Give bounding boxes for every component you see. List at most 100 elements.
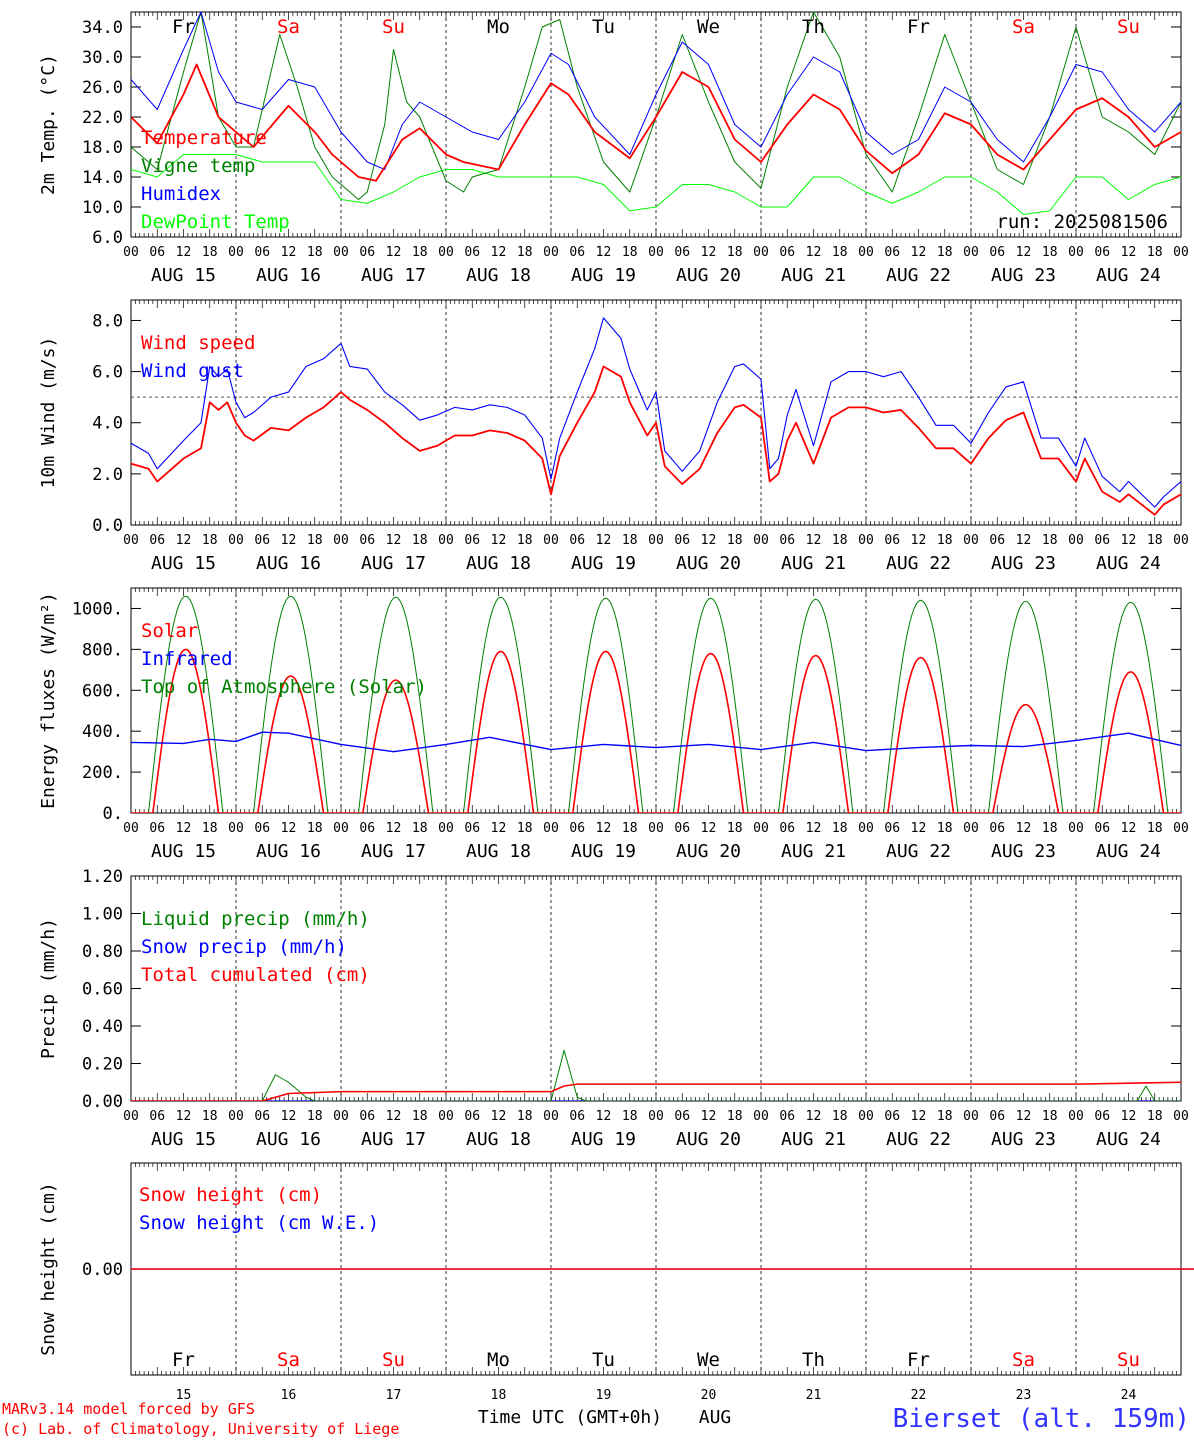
hour-tick-label: 18	[1042, 245, 1058, 260]
hour-tick-label: 00	[333, 245, 349, 260]
date-label: AUG 22	[886, 553, 951, 574]
hour-tick-label: 06	[149, 1109, 165, 1124]
hour-tick-label: 00	[333, 533, 349, 548]
hour-tick-label: 18	[622, 1109, 638, 1124]
legend-solar: Solar	[141, 620, 198, 642]
date-label: AUG 22	[886, 265, 951, 286]
hour-tick-label: 06	[989, 533, 1005, 548]
legend-liquid-precip-mm-h-: Liquid precip (mm/h)	[141, 908, 370, 930]
hour-tick-label: 06	[779, 533, 795, 548]
date-label: AUG 15	[151, 553, 216, 574]
hour-tick-label: 06	[464, 1109, 480, 1124]
y-tick-label: 0.40	[82, 1017, 123, 1037]
hour-tick-label: 12	[1121, 1109, 1137, 1124]
hour-tick-label: 00	[648, 245, 664, 260]
hour-tick-label: 18	[622, 245, 638, 260]
y-tick-label: 2.0	[92, 465, 123, 485]
hour-tick-label: 12	[176, 245, 192, 260]
date-label: AUG 18	[466, 553, 531, 574]
hour-tick-label: 12	[806, 245, 822, 260]
hour-tick-label: 06	[569, 821, 585, 836]
hour-tick-label: 12	[806, 533, 822, 548]
date-label: AUG 20	[676, 553, 741, 574]
hour-tick-label: 00	[333, 1109, 349, 1124]
hour-tick-label: 00	[123, 533, 139, 548]
y-tick-label: 200.	[82, 763, 123, 783]
hour-tick-label: 00	[858, 533, 874, 548]
day-name-label: Tu	[592, 16, 615, 38]
hour-tick-label: 00	[858, 1109, 874, 1124]
hour-tick-label: 12	[176, 1109, 192, 1124]
hour-tick-label: 18	[1147, 533, 1163, 548]
hour-tick-label: 06	[464, 245, 480, 260]
panel-frame	[130, 587, 1182, 814]
hour-tick-label: 06	[149, 245, 165, 260]
hour-tick-label: 00	[648, 533, 664, 548]
y-tick-label: 6.0	[92, 363, 123, 383]
series-line-temperature	[131, 63, 1181, 182]
date-label: AUG 17	[361, 841, 426, 862]
hour-tick-label: 00	[753, 533, 769, 548]
y-tick-label: 800.	[82, 640, 123, 660]
hour-tick-label: 12	[1121, 245, 1137, 260]
series-line-humidex	[131, 12, 1181, 170]
hour-tick-label: 12	[176, 821, 192, 836]
date-label: AUG 24	[1096, 553, 1161, 574]
hour-tick-label: 12	[1016, 533, 1032, 548]
hour-tick-label: 00	[228, 1109, 244, 1124]
hour-tick-label: 00	[438, 533, 454, 548]
hour-tick-label: 06	[464, 821, 480, 836]
hour-tick-label: 12	[281, 1109, 297, 1124]
date-label: AUG 19	[571, 265, 636, 286]
date-label: AUG 16	[256, 841, 321, 862]
day-number-label: 21	[806, 1388, 822, 1403]
date-label: AUG 23	[991, 841, 1056, 862]
y-tick-label: 10.0	[82, 198, 123, 218]
hour-tick-label: 06	[674, 533, 690, 548]
date-label: AUG 23	[991, 1129, 1056, 1150]
hour-tick-label: 06	[989, 245, 1005, 260]
hour-tick-label: 18	[517, 821, 533, 836]
hour-tick-label: 06	[569, 1109, 585, 1124]
date-label: AUG 19	[571, 553, 636, 574]
y-tick-label: 8.0	[92, 311, 123, 331]
y-tick-label: 26.0	[82, 78, 123, 98]
panel-frame	[130, 11, 1182, 238]
panel-temp: 6.0 10.0 14.0 18.0 22.0 26.0 30.0 34.0 2m Temp. …	[38, 11, 1189, 286]
hour-tick-label: 12	[911, 1109, 927, 1124]
hour-tick-label: 06	[569, 245, 585, 260]
y-tick-label: 0.	[103, 804, 123, 824]
y-axis-label: Precip (mm/h)	[38, 918, 59, 1059]
day-name-label: Su	[1117, 16, 1140, 38]
hour-tick-label: 12	[491, 1109, 507, 1124]
legend-infrared: Infrared	[141, 648, 233, 670]
hour-tick-label: 00	[753, 1109, 769, 1124]
temp-series	[131, 12, 1181, 215]
hour-tick-label: 18	[1042, 1109, 1058, 1124]
hour-tick-label: 06	[779, 1109, 795, 1124]
day-name-label: Th	[802, 1349, 825, 1371]
hour-tick-label: 00	[1068, 1109, 1084, 1124]
hour-tick-label: 18	[1042, 533, 1058, 548]
hour-tick-label: 18	[622, 821, 638, 836]
hour-tick-label: 00	[753, 245, 769, 260]
y-axis-label: 10m Wind (m/s)	[38, 337, 59, 489]
hour-tick-label: 06	[884, 821, 900, 836]
y-tick-label: 0.80	[82, 942, 123, 962]
legend-wind-gust: Wind gust	[141, 360, 244, 382]
hour-tick-label: 18	[937, 821, 953, 836]
hour-tick-label: 00	[228, 821, 244, 836]
date-label: AUG 18	[466, 841, 531, 862]
hour-tick-label: 06	[149, 533, 165, 548]
hour-tick-label: 18	[412, 533, 428, 548]
day-number-label: 23	[1016, 1388, 1032, 1403]
hour-tick-label: 06	[254, 245, 270, 260]
hour-tick-label: 00	[1068, 821, 1084, 836]
energy-series	[131, 595, 1181, 813]
hour-tick-label: 18	[727, 1109, 743, 1124]
hour-tick-label: 18	[937, 245, 953, 260]
hour-tick-label: 18	[202, 1109, 218, 1124]
day-name-label: Sa	[277, 1349, 300, 1371]
legend-wind-speed: Wind speed	[141, 332, 255, 354]
day-name-label: We	[697, 16, 720, 38]
